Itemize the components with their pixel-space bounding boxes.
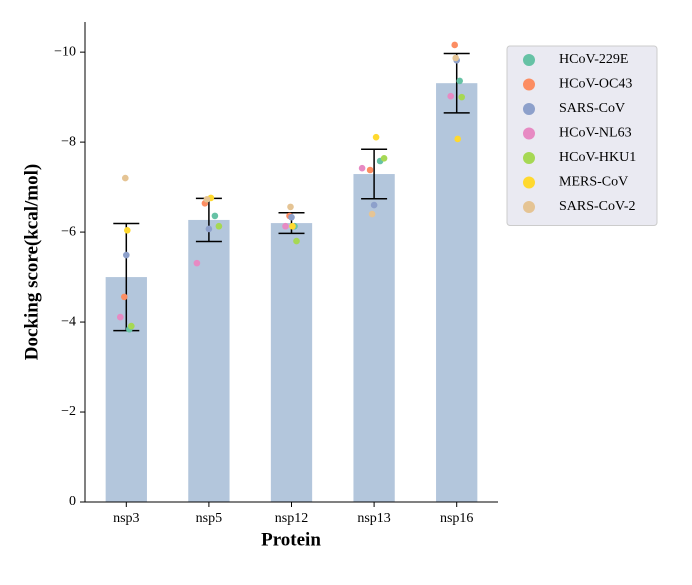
- data-point: [117, 313, 124, 321]
- x-tick-label: nsp13: [357, 511, 390, 526]
- data-point: [454, 135, 462, 143]
- data-point: [293, 237, 300, 245]
- legend-label: SARS-CoV-2: [559, 199, 636, 214]
- data-point: [282, 222, 289, 230]
- data-point: [211, 212, 219, 220]
- legend-box: [506, 45, 658, 226]
- legend-label: SARS-CoV: [559, 101, 625, 116]
- y-tick-label: −4: [61, 314, 76, 329]
- legend-marker: [523, 127, 535, 140]
- legend-marker: [523, 176, 535, 189]
- bar: [270, 223, 313, 502]
- legend-marker: [523, 78, 535, 91]
- data-point: [358, 164, 366, 172]
- data-point: [366, 166, 374, 174]
- data-point: [124, 226, 131, 234]
- data-point: [447, 92, 455, 100]
- x-tick-label: nsp12: [275, 511, 308, 526]
- legend-marker: [523, 103, 535, 115]
- data-point: [456, 77, 464, 85]
- data-point: [215, 222, 223, 230]
- legend-label: HCoV-HKU1: [559, 150, 636, 165]
- legend-label: HCoV-OC43: [559, 77, 632, 92]
- legend-marker: [523, 201, 535, 213]
- y-tick-label: 0: [69, 494, 76, 509]
- data-point: [123, 251, 130, 259]
- data-point: [288, 213, 295, 221]
- y-tick-label: −2: [61, 404, 76, 419]
- data-point: [451, 41, 459, 49]
- data-point: [452, 54, 460, 62]
- data-point: [203, 195, 211, 203]
- data-point: [289, 222, 296, 230]
- x-axis-label: Protein: [261, 529, 321, 550]
- data-point: [205, 225, 213, 233]
- bar: [188, 219, 230, 502]
- x-tick-label: nsp3: [113, 511, 139, 526]
- y-tick-label: −6: [61, 224, 76, 239]
- data-point: [128, 322, 135, 330]
- x-tick-label: nsp5: [196, 511, 222, 526]
- data-point: [122, 174, 129, 182]
- data-point: [370, 201, 378, 209]
- data-point: [372, 133, 380, 141]
- data-point: [287, 203, 294, 211]
- y-tick-label: −10: [54, 44, 76, 59]
- bar: [436, 83, 478, 502]
- bar: [353, 174, 395, 502]
- legend-label: HCoV-229E: [559, 52, 629, 67]
- legend-label: HCoV-NL63: [559, 126, 632, 141]
- data-point: [193, 259, 201, 267]
- data-point: [458, 93, 466, 101]
- legend-marker: [523, 54, 535, 66]
- y-tick-label: −8: [61, 134, 76, 149]
- y-axis-label: Docking score(kcal/mol): [21, 164, 42, 361]
- legend-label: MERS-CoV: [559, 175, 628, 190]
- data-point: [380, 155, 388, 162]
- data-point: [368, 210, 376, 218]
- legend-marker: [523, 152, 535, 164]
- x-tick-label: nsp16: [440, 511, 473, 526]
- data-point: [121, 293, 128, 301]
